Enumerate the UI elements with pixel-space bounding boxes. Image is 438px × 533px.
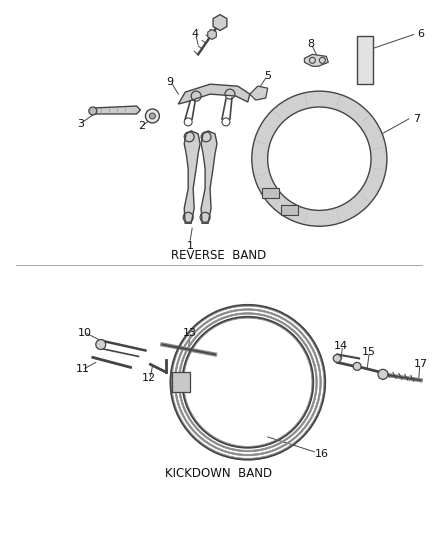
Wedge shape [182,317,314,448]
Text: 2: 2 [138,121,145,131]
Text: 5: 5 [264,71,271,81]
Text: 11: 11 [76,365,90,374]
FancyBboxPatch shape [281,205,298,215]
Text: 3: 3 [78,119,85,129]
Circle shape [96,340,106,350]
Wedge shape [174,309,321,456]
Wedge shape [178,313,318,452]
Circle shape [145,109,159,123]
Wedge shape [252,91,387,226]
Circle shape [89,107,97,115]
Text: 14: 14 [334,342,348,351]
Circle shape [353,362,361,370]
Polygon shape [178,84,250,104]
Polygon shape [250,86,268,100]
Wedge shape [170,305,325,460]
Polygon shape [201,131,217,223]
Text: 7: 7 [413,114,420,124]
Polygon shape [304,54,328,66]
Text: 15: 15 [362,348,376,358]
Text: 9: 9 [167,77,174,87]
Polygon shape [93,106,141,114]
Text: 8: 8 [307,39,314,50]
Text: 4: 4 [191,29,199,39]
Bar [357,36,373,84]
Polygon shape [208,29,216,39]
Text: 6: 6 [417,29,424,39]
Text: KICKDOWN  BAND: KICKDOWN BAND [166,467,272,480]
Circle shape [149,113,155,119]
Polygon shape [172,373,190,392]
FancyBboxPatch shape [261,188,279,198]
Text: 10: 10 [78,328,92,337]
Text: 12: 12 [141,373,155,383]
Text: 17: 17 [413,359,428,369]
Text: 16: 16 [314,449,328,459]
Text: 1: 1 [187,241,194,251]
Circle shape [333,354,341,362]
Circle shape [378,369,388,379]
Polygon shape [213,14,227,30]
Polygon shape [184,131,200,223]
Text: REVERSE  BAND: REVERSE BAND [171,248,267,262]
Text: 13: 13 [183,328,197,337]
